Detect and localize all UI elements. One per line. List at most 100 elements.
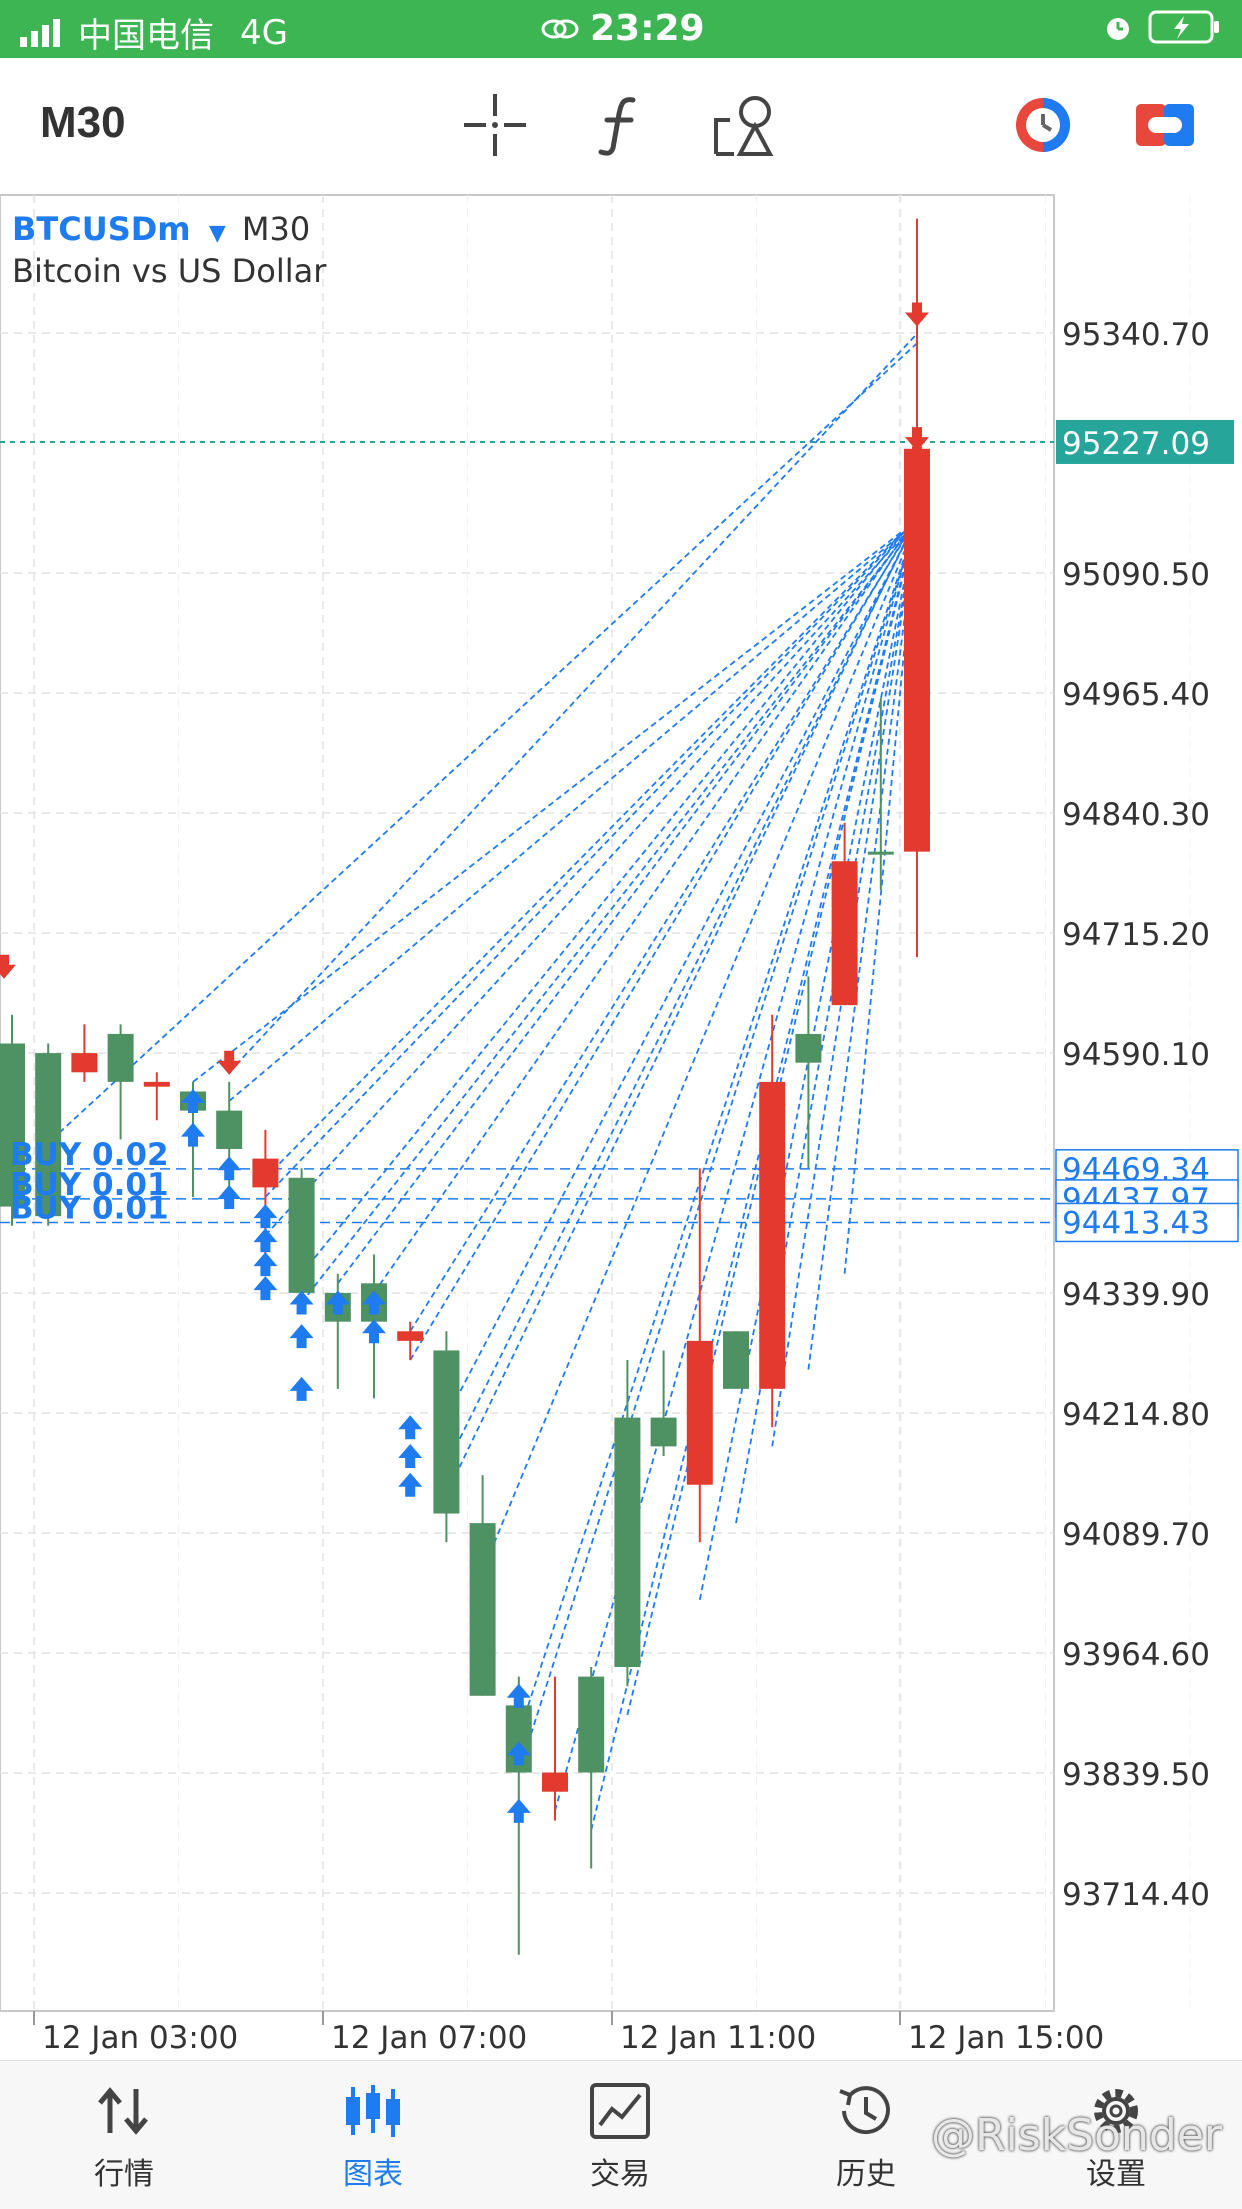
time-tick-label: 12 Jan 11:00 xyxy=(620,2020,816,2056)
candle-body xyxy=(614,1417,641,1668)
symbol-timeframe: M30 xyxy=(241,210,311,248)
trade-link-line xyxy=(409,516,918,1361)
clock: 23:29 xyxy=(590,8,705,49)
candle-body xyxy=(35,1053,62,1217)
price-tick-label: 93964.60 xyxy=(1062,1637,1210,1673)
buy-arrow-icon xyxy=(289,1324,314,1349)
trade-link-line xyxy=(300,520,918,1304)
trade-link-line xyxy=(590,516,918,1831)
position-price-badge xyxy=(1055,1202,1239,1243)
trade-link-line xyxy=(373,516,918,1294)
symbol-dropdown-icon[interactable]: ▼ xyxy=(208,221,226,246)
trade-markers xyxy=(0,302,929,1823)
battery-icon xyxy=(1148,10,1219,44)
buy-arrow-icon xyxy=(325,1290,350,1315)
settings-icon xyxy=(1094,2089,1138,2133)
symbol-description: Bitcoin vs US Dollar xyxy=(12,252,327,290)
nav-settings-label: 设置 xyxy=(1086,2157,1146,2192)
candle-body xyxy=(252,1158,279,1188)
buy-arrow-icon xyxy=(217,1184,242,1209)
order-label: BUY 0.01 xyxy=(10,1167,169,1203)
grid xyxy=(0,195,1191,2011)
buy-arrow-icon xyxy=(506,1683,531,1708)
buy-arrow-icon xyxy=(253,1252,278,1277)
candle-body xyxy=(216,1110,243,1150)
trade-link-line xyxy=(807,520,918,1370)
position-price-label: 94413.43 xyxy=(1062,1205,1210,1241)
one-click-trading-icon[interactable] xyxy=(1008,90,1078,160)
trade-link-line xyxy=(300,515,918,1275)
trade-panel-icon[interactable] xyxy=(1130,90,1200,160)
quotes-icon xyxy=(98,2087,148,2135)
price-tick-label: 94089.70 xyxy=(1062,1517,1210,1553)
indicators-icon[interactable] xyxy=(585,90,655,160)
candle-body xyxy=(107,1033,134,1082)
nav-trade[interactable]: 交易 xyxy=(550,2083,690,2193)
nav-history[interactable]: 历史 xyxy=(796,2083,936,2193)
nav-history-label: 历史 xyxy=(836,2157,896,2192)
price-axis: 95340.70 95090.50 94965.40 94840.30 94715.20… xyxy=(1055,317,1239,1913)
buy-arrow-icon xyxy=(398,1415,423,1440)
price-tick-label: 94590.10 xyxy=(1062,1037,1210,1073)
nav-chart-label: 图表 xyxy=(343,2157,403,2192)
candle-body xyxy=(759,1081,786,1389)
buy-arrow-icon xyxy=(217,1156,242,1181)
buy-arrow-icon xyxy=(506,1741,531,1766)
nav-trade-label: 交易 xyxy=(590,2157,650,2192)
symbol-header[interactable]: BTCUSDm ▼ M30 xyxy=(12,210,310,248)
candle-body xyxy=(542,1772,568,1792)
candle-body xyxy=(904,448,930,852)
candle-body xyxy=(469,1523,496,1696)
buy-arrow-icon xyxy=(253,1228,278,1253)
chart-toolbar: M30 xyxy=(0,58,1242,190)
chart-area[interactable]: 95340.70 95090.50 94965.40 94840.30 94715.20… xyxy=(0,190,1242,2060)
symbol-name[interactable]: BTCUSDm xyxy=(12,210,191,248)
nav-settings[interactable]: 设置 xyxy=(1046,2083,1186,2193)
buy-arrow-icon xyxy=(398,1443,423,1468)
candle-body xyxy=(288,1177,315,1293)
time-tick-label: 12 Jan 07:00 xyxy=(331,2020,527,2056)
buy-arrow-icon xyxy=(506,1798,531,1823)
price-tick-label: 94339.90 xyxy=(1062,1277,1210,1313)
candle-body xyxy=(397,1331,424,1341)
trade-link-line xyxy=(264,517,918,1179)
candle-body xyxy=(867,851,894,855)
current-price-badge xyxy=(1056,419,1234,464)
crosshair-icon[interactable] xyxy=(460,90,530,160)
objects-icon[interactable] xyxy=(710,90,780,160)
current-price-label: 95227.09 xyxy=(1062,426,1210,462)
nav-quotes[interactable]: 行情 xyxy=(54,2083,194,2193)
trade-link-line xyxy=(445,516,918,1495)
trade-link-line xyxy=(517,520,918,1773)
price-chart[interactable]: 95340.70 95090.50 94965.40 94840.30 94715.20… xyxy=(0,190,1242,2060)
status-right xyxy=(1102,10,1220,44)
carrier-name: 中国电信 xyxy=(78,16,214,56)
buy-arrow-icon xyxy=(253,1276,278,1301)
timeframe-selector[interactable]: M30 xyxy=(40,98,126,147)
candle-body xyxy=(650,1417,677,1447)
chart-icon xyxy=(346,2085,400,2137)
candle-body xyxy=(723,1331,749,1389)
trade-link-line xyxy=(445,518,918,1466)
price-tick-label: 95090.50 xyxy=(1062,557,1210,593)
trade-link-line xyxy=(264,520,918,1236)
price-tick-label: 93714.40 xyxy=(1062,1877,1210,1913)
nav-quotes-label: 行情 xyxy=(94,2157,154,2192)
nav-chart[interactable]: 图表 xyxy=(303,2083,443,2193)
history-icon xyxy=(839,2086,890,2135)
buy-arrow-icon xyxy=(253,1204,278,1229)
trade-link-line xyxy=(228,333,918,1073)
trade-link-line xyxy=(51,342,918,1141)
trade-link-line xyxy=(445,519,918,1419)
candle-body xyxy=(795,1033,822,1063)
price-tick-label: 94715.20 xyxy=(1062,917,1210,953)
candle-body xyxy=(831,861,858,1006)
bottom-nav: 行情 图表 交易 历史 设置 xyxy=(0,2060,1242,2209)
link-icon xyxy=(541,19,579,38)
order-label: BUY 0.02 xyxy=(10,1137,169,1173)
sell-arrow-icon xyxy=(905,446,929,471)
sell-arrow-icon xyxy=(905,465,929,490)
alarm-icon xyxy=(1107,18,1129,40)
candle-body xyxy=(143,1081,170,1087)
sell-arrow-icon xyxy=(905,302,929,327)
